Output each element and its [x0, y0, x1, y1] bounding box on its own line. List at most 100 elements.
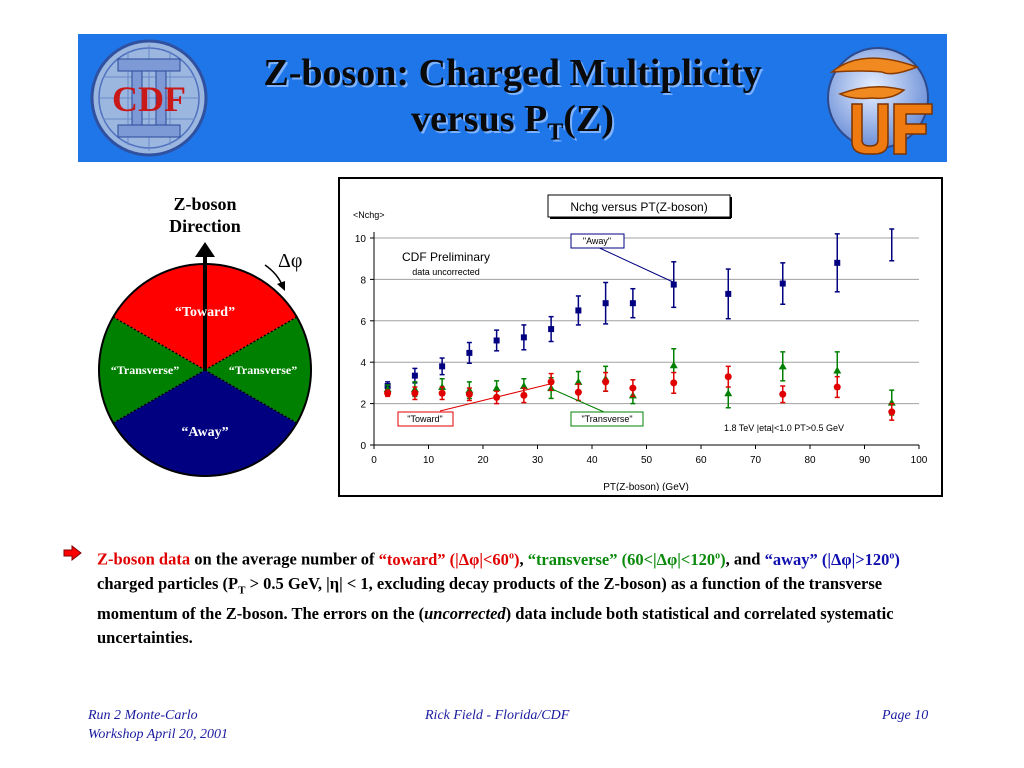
data-point [574, 377, 583, 385]
arrow-bullet-icon [63, 545, 82, 561]
footer-left-line-2: Workshop April 20, 2001 [88, 727, 229, 742]
data-point [669, 361, 678, 369]
data-point [411, 372, 418, 379]
text-z-boson-data: Z-boson data [97, 549, 191, 569]
text-transverse: “transverse” (60<|Δφ|<120o) [528, 550, 726, 569]
data-point [547, 378, 555, 386]
away-callout-label: "Away" [583, 236, 611, 246]
data-point [411, 389, 419, 397]
data-point [574, 388, 582, 396]
data-point [834, 259, 841, 266]
data-point [778, 362, 787, 370]
text-part12: > 0.5 GeV, |η| < 1, excluding decay prod… [97, 573, 883, 623]
series-circle [384, 365, 896, 421]
title-line-2: versus PT(Z) [150, 96, 875, 145]
transverse-callout-label: "Transverse" [581, 414, 632, 424]
text-away-close: ) [894, 549, 900, 569]
transverse-right-label: “Transverse” [229, 363, 297, 377]
data-point [575, 307, 582, 314]
text-toward: “toward” (|Δφ|<60o) [379, 550, 520, 569]
text-transverse-close: ) [720, 549, 726, 569]
data-point [438, 389, 446, 397]
data-point [724, 389, 733, 397]
slide-title: Z-boson: Charged Multiplicity versus PT(… [150, 50, 875, 145]
x-tick-label: 60 [695, 455, 707, 466]
text-part14: ) data include both statistical and corr… [97, 603, 894, 647]
x-tick-label: 100 [911, 455, 928, 466]
y-tick-label: 6 [360, 317, 366, 328]
transverse-callout-box [570, 411, 644, 427]
text-uncorrected: uncorrected [424, 603, 506, 623]
x-tick-label: 80 [804, 455, 816, 466]
data-point [465, 390, 473, 398]
toward-callout-label: "Toward" [407, 414, 442, 424]
x-tick-label: 50 [641, 455, 653, 466]
data-point [888, 408, 896, 416]
away-callout-line [592, 244, 674, 283]
toward-callout-box [397, 411, 454, 427]
chart-title: Nchg versus PT(Z-boson) [570, 200, 707, 214]
title-line-2-suffix: (Z) [563, 98, 614, 140]
region-diagram: “Toward” “Transverse” “Transverse” “Away… [98, 242, 312, 477]
y-axis-label: <Nchg> [353, 210, 385, 220]
title-banner [78, 34, 947, 162]
delta-phi-arrowhead [277, 281, 285, 291]
text-deg-1: o [508, 550, 514, 561]
x-tick-label: 70 [750, 455, 762, 466]
x-tick-label: 0 [371, 455, 377, 466]
series-triangle [383, 347, 896, 416]
data-point [833, 383, 841, 391]
data-point [833, 366, 842, 374]
data-point [466, 349, 473, 356]
series-square [384, 228, 895, 391]
text-part2: on the average number of [190, 549, 379, 569]
data-point [384, 389, 392, 397]
data-point [724, 373, 732, 381]
y-tick-label: 4 [360, 358, 366, 369]
data-point [629, 384, 637, 392]
transverse-left-label: “Transverse” [111, 363, 179, 377]
toward-callout-line [439, 383, 551, 412]
away-callout-box [570, 233, 625, 249]
away-label: “Away” [181, 425, 228, 440]
description-text: Z-boson data on the average number of “t… [97, 544, 917, 650]
text-part11: charged particles (P [97, 573, 239, 593]
text-away: “away” (|Δφ|>120o) [765, 550, 900, 569]
data-point [520, 334, 527, 341]
y-tick-label: 8 [360, 275, 366, 286]
data-point [629, 300, 636, 307]
data-point [779, 280, 786, 287]
grid-layer [374, 237, 919, 405]
data-point [492, 384, 501, 392]
cuts-annotation: 1.8 TeV |eta|<1.0 PT>0.5 GeV [724, 423, 844, 433]
text-transverse-body: “transverse” (60<|Δφ|<120 [527, 549, 716, 569]
preliminary-annotation: CDF Preliminary [402, 250, 490, 264]
text-deg-2: o [715, 550, 721, 561]
data-point [670, 281, 677, 288]
data-point [602, 378, 610, 386]
text-part8: , and [725, 549, 765, 569]
x-tick-label: 40 [586, 455, 598, 466]
text-toward-close: ) [513, 549, 520, 569]
footer-left-line-1: Run 2 Monte-Carlo [88, 708, 198, 723]
footer-left: Run 2 Monte-Carlo Workshop April 20, 200… [88, 706, 228, 744]
y-tick-label: 2 [360, 400, 366, 411]
z-direction-arrowhead [195, 242, 215, 257]
uf-logo [827, 47, 933, 155]
delta-phi-label: Δφ [278, 250, 303, 272]
text-toward-body: “toward” (|Δφ|<60 [378, 549, 509, 569]
data-point [602, 300, 609, 307]
direction-line-2: Direction [169, 216, 241, 236]
transverse-callout-line [551, 388, 605, 413]
data-point [670, 379, 678, 387]
toward-label: “Toward” [175, 305, 235, 320]
y-tick-label: 0 [360, 441, 366, 452]
transverse-left-region [98, 317, 205, 423]
data-point [493, 337, 500, 344]
title-line-2-prefix: versus P [411, 98, 548, 140]
text-deg-3: o [889, 550, 895, 561]
x-tick-label: 20 [477, 455, 489, 466]
data-point [439, 363, 446, 370]
